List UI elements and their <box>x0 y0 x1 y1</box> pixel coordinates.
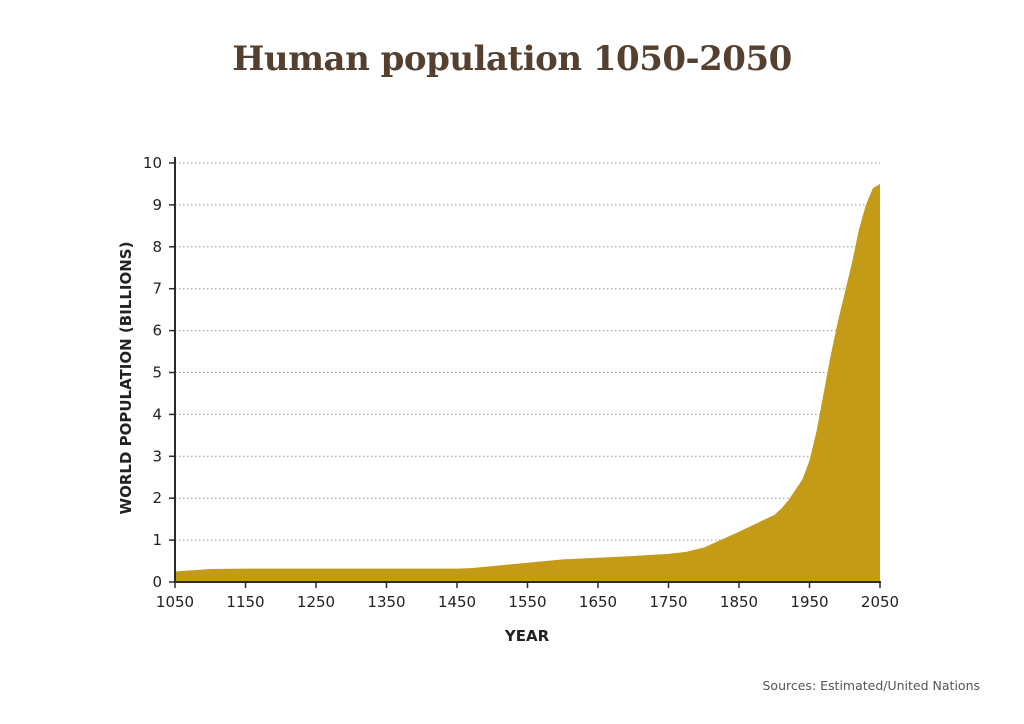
grid-lines <box>175 162 880 541</box>
y-tick-label-10: 10 <box>143 154 162 172</box>
x-tick-label-1750: 1750 <box>649 593 687 611</box>
y-tick-label-3: 3 <box>152 447 162 465</box>
x-tick-label-1350: 1350 <box>367 593 405 611</box>
chart-title: Human population 1050-2050 <box>232 39 792 79</box>
y-tick-label-2: 2 <box>152 489 162 507</box>
y-tick-label-7: 7 <box>152 280 162 298</box>
x-tick-label-1950: 1950 <box>790 593 828 611</box>
y-tick-label-9: 9 <box>152 196 162 214</box>
source-note: Sources: Estimated/United Nations <box>763 678 981 693</box>
y-tick-label-5: 5 <box>152 364 162 382</box>
y-tick-label-0: 0 <box>152 573 162 591</box>
x-tick-label-1050: 1050 <box>156 593 194 611</box>
x-tick-label-1650: 1650 <box>579 593 617 611</box>
x-tick-label-1550: 1550 <box>508 593 546 611</box>
y-axis-label: WORLD POPULATION (BILLIONS) <box>117 242 135 515</box>
x-tick-label-1250: 1250 <box>297 593 335 611</box>
y-tick-label-1: 1 <box>152 531 162 549</box>
x-axis-label: YEAR <box>504 627 550 645</box>
y-tick-labels: 0 1 2 3 4 5 6 7 8 9 10 <box>143 154 175 591</box>
x-tick-labels: 1050 1150 1250 1350 1450 1550 1650 1750 1850 1950… <box>156 582 899 611</box>
y-tick-label-6: 6 <box>152 322 162 340</box>
x-tick-label-1150: 1150 <box>226 593 264 611</box>
x-tick-label-1850: 1850 <box>720 593 758 611</box>
x-tick-label-2050: 2050 <box>861 593 899 611</box>
x-tick-label-1450: 1450 <box>438 593 476 611</box>
y-tick-label-4: 4 <box>152 405 162 423</box>
y-tick-label-8: 8 <box>152 238 162 256</box>
population-area <box>175 183 880 582</box>
